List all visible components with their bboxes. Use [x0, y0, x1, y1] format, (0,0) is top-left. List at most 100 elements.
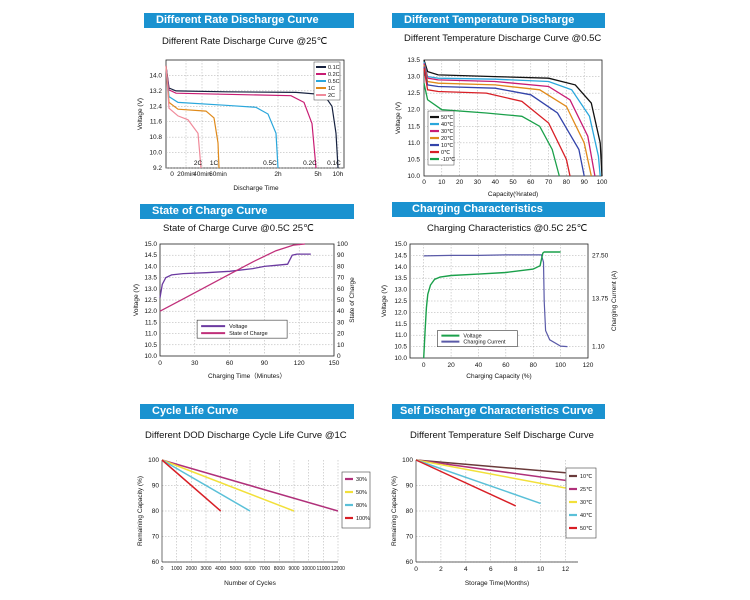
- y-tick-label: 13.5: [144, 275, 157, 282]
- series-line-0-2C: [165, 65, 317, 169]
- legend-label: 0.2C: [328, 72, 340, 78]
- y-tick-label: 11.0: [408, 140, 421, 147]
- series-line: [415, 459, 566, 489]
- x-tick-label: 120: [294, 360, 305, 367]
- y-tick-label: 11.5: [395, 321, 408, 328]
- y-tick-label: 11.0: [145, 331, 158, 338]
- x-tick-label: 8000: [274, 566, 285, 572]
- x-tick-label: 1000: [171, 566, 182, 572]
- series-line: [423, 66, 585, 177]
- x-tick-label: 7000: [259, 566, 270, 572]
- plot-frame: [165, 59, 345, 169]
- series-line: [423, 63, 596, 177]
- x-tick-label: 0: [158, 360, 162, 367]
- y2-tick-label: 100: [337, 241, 348, 248]
- temp-title: Different Temperature Discharge Curve @0…: [404, 33, 602, 44]
- legend-label: 0.5C: [328, 79, 340, 85]
- legend-label: Charging Current: [463, 340, 506, 346]
- cycle-chart: 100 90 80 70 600 1000 2000 3000 4000 5000 6000 7000…: [137, 457, 371, 587]
- series-line: [161, 459, 222, 512]
- x-tick-label: 60min: [209, 171, 227, 178]
- legend-label: 40℃: [441, 122, 454, 128]
- cycle-title: Different DOD Discharge Cycle Life Curve…: [145, 430, 347, 441]
- y-tick-label: 12.5: [144, 297, 157, 304]
- x-axis-label: Storage Time(Months): [465, 580, 529, 587]
- x-tick-label: 60: [226, 360, 234, 367]
- y-axis-label: Remaining Capacity (%): [137, 476, 144, 546]
- y-tick-label: 14.5: [394, 252, 407, 259]
- curve-label: 0.1C: [327, 160, 341, 167]
- y-tick-label: 12.4: [149, 103, 162, 110]
- y-tick-label: 11.5: [408, 123, 421, 130]
- y-tick-label: 70: [406, 534, 414, 541]
- series-line: [161, 459, 251, 512]
- series-line: [423, 83, 560, 177]
- x-tick-label: 90: [261, 360, 269, 367]
- y2-tick-label: 80: [337, 263, 345, 270]
- y-tick-label: 80: [406, 508, 414, 515]
- y-tick-label: 13.5: [394, 275, 407, 282]
- y-tick-label: 100: [148, 457, 159, 464]
- rate-title: Different Rate Discharge Curve @25℃: [162, 36, 328, 47]
- x-tick-label: 70: [545, 179, 553, 186]
- legend-label: 0℃: [441, 150, 451, 156]
- x-tick-label: 0: [170, 171, 174, 178]
- x-tick-label: 10h: [333, 171, 344, 178]
- x-axis-label: Capacity(%rated): [488, 191, 538, 198]
- y-tick-label: 12.0: [394, 309, 407, 316]
- y-axis-label: Voltage (V): [395, 102, 402, 134]
- x-tick-label: 80: [563, 179, 571, 186]
- x-tick-label: 40: [492, 179, 500, 186]
- y2-axis-label: State of Charge: [349, 277, 356, 323]
- y-tick-label: 90: [152, 483, 160, 490]
- y2-tick-label: 1.10: [592, 344, 605, 351]
- series-line: [415, 459, 566, 482]
- y2-tick-label: 30: [337, 319, 345, 326]
- x-tick-label: 30: [191, 360, 199, 367]
- legend-label: 50℃: [441, 115, 454, 121]
- y2-axis-label: Charging Current (A): [611, 271, 618, 331]
- soc-chart: 15.0 14.5 14.0 13.5 13.0 12.5 12.0 11.5 11.0 10.5…: [133, 241, 356, 380]
- x-tick-label: 5000: [230, 566, 241, 572]
- rate-chart: 14.0 13.2 12.4 11.6 10.8 10.0 9.2 0 20min40min60…: [137, 59, 345, 192]
- legend-label: 50℃: [580, 526, 593, 532]
- soc-title: State of Charge Curve @0.5C 25℃: [163, 223, 314, 234]
- charging-title: Charging Characteristics @0.5C 25℃: [427, 223, 588, 234]
- x-tick-label: 40: [475, 362, 483, 369]
- series-line-voltage: [423, 251, 561, 359]
- series-line: [161, 459, 339, 512]
- y-tick-label: 12.0: [144, 308, 157, 315]
- series-line: [423, 61, 601, 177]
- y-tick-label: 15.0: [394, 241, 407, 248]
- curve-label: 0.2C: [303, 160, 317, 167]
- x-tick-label: 6: [489, 566, 493, 573]
- rate-header: Different Rate Discharge Curve: [144, 13, 354, 28]
- legend-label: 1C: [328, 86, 335, 92]
- y-tick-label: 70: [152, 534, 160, 541]
- x-tick-label: 4000: [215, 566, 226, 572]
- legend-label: Voltage: [229, 324, 247, 330]
- x-axis-label: Number of Cycles: [224, 580, 276, 587]
- x-tick-label: 11000: [317, 566, 331, 572]
- x-tick-label: 20: [456, 179, 464, 186]
- x-tick-label: 0: [414, 566, 418, 573]
- y-tick-label: 11.5: [145, 319, 158, 326]
- x-tick-label: 120: [583, 362, 594, 369]
- series-line: [415, 459, 541, 505]
- x-tick-label: 60: [502, 362, 510, 369]
- y-tick-label: 60: [406, 559, 414, 566]
- y-tick-label: 80: [152, 508, 160, 515]
- series-line-voltage: [159, 253, 311, 298]
- x-axis-label: Charging Capacity (%): [466, 373, 531, 380]
- x-tick-label: 100: [597, 179, 608, 186]
- y-tick-label: 14.5: [144, 252, 157, 259]
- x-tick-label: 150: [329, 360, 340, 367]
- legend-label: -10℃: [441, 157, 456, 163]
- legend-label: 20℃: [441, 136, 454, 142]
- self-header: Self Discharge Characteristics Curve: [392, 404, 605, 419]
- cycle-header: Cycle Life Curve: [140, 404, 354, 419]
- x-tick-label: 0: [422, 179, 426, 186]
- series-line-soc: [159, 243, 306, 312]
- series-line-0-5C: [165, 65, 279, 169]
- y-tick-label: 13.0: [407, 74, 420, 81]
